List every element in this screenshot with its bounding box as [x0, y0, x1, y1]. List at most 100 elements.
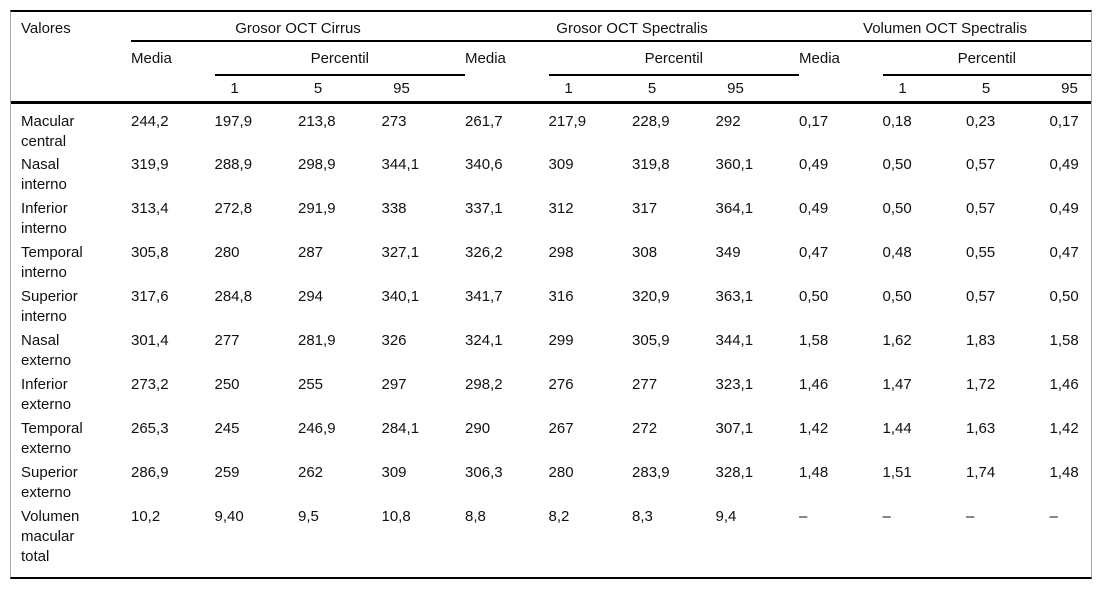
spacer-cell [465, 75, 549, 104]
value-cell: 1,74 [966, 464, 996, 481]
value-cell: 319,8 [632, 156, 670, 173]
value-cell: 319,9 [131, 156, 169, 173]
media-label: Media [465, 50, 506, 67]
value-cell: – [1049, 508, 1058, 525]
group-header-volumen-spectralis: Volumen OCT Spectralis [799, 12, 1091, 42]
value-cell: 320,9 [632, 288, 670, 305]
value-cell: 340,6 [465, 156, 503, 173]
value-cell: 284,1 [381, 420, 420, 437]
percentile-95-header: 95 [381, 75, 466, 104]
value-cell: 283,9 [632, 464, 670, 481]
value-cell: 326 [381, 332, 407, 349]
value-cell: 0,50 [882, 288, 912, 305]
value-cell: 1,47 [882, 376, 912, 393]
value-cell: 228,9 [632, 113, 670, 130]
value-cell: 250 [214, 376, 240, 393]
value-cell: – [966, 508, 975, 525]
value-cell: 291,9 [298, 200, 336, 217]
value-cell: 309 [381, 464, 407, 481]
value-cell: 313,4 [131, 200, 169, 217]
percentil-header-volumen: Percentil [882, 41, 1091, 76]
percentile-95-header: 95 [1049, 75, 1091, 104]
percentile-label: 95 [1061, 80, 1078, 97]
value-cell: 0,49 [1049, 156, 1079, 173]
value-cell: 337,1 [465, 200, 503, 217]
value-cell: 328,1 [715, 464, 754, 481]
value-cell: 272,8 [214, 200, 253, 217]
value-cell: 364,1 [715, 200, 754, 217]
group-header-grosor-spectralis: Grosor OCT Spectralis [465, 12, 800, 42]
percentile-5-header: 5 [298, 75, 382, 104]
value-cell: 327,1 [381, 244, 420, 261]
percentil-header-spectralis: Percentil [548, 41, 800, 76]
percentile-columns-row: 1 5 95 1 5 95 1 5 95 [11, 75, 1091, 104]
percentile-label: 5 [981, 80, 991, 97]
row-label: Nasal externo [21, 332, 72, 369]
row-label: Inferior externo [21, 376, 72, 413]
value-cell: 8,3 [632, 508, 653, 525]
value-cell: 349 [715, 244, 741, 261]
value-cell: 0,23 [966, 113, 996, 130]
value-cell: 340,1 [381, 288, 420, 305]
value-cell: 8,2 [548, 508, 570, 525]
value-cell: 0,18 [882, 113, 912, 130]
value-cell: 273 [381, 113, 407, 130]
value-cell: 305,9 [632, 332, 670, 349]
value-cell: 0,49 [1049, 200, 1079, 217]
value-cell: 0,50 [1049, 288, 1079, 305]
value-cell: 10,2 [131, 508, 161, 525]
value-cell: 0,47 [1049, 244, 1079, 261]
value-cell: 9,5 [298, 508, 319, 525]
value-cell: 0,55 [966, 244, 996, 261]
value-cell: 341,7 [465, 288, 503, 305]
value-cell: 1,72 [966, 376, 996, 393]
value-cell: 245 [214, 420, 240, 437]
row-label: Temporal externo [21, 420, 83, 457]
oct-values-table: Valores Grosor OCT Cirrus Grosor OCT Spe… [11, 12, 1091, 570]
value-cell: 8,8 [465, 508, 486, 525]
value-cell: 276 [548, 376, 574, 393]
value-cell: 265,3 [131, 420, 169, 437]
table-row: Nasal interno 319,9 288,9 298,9 344,1 340,6 30… [11, 152, 1091, 196]
percentile-95-header: 95 [715, 75, 800, 104]
percentile-label: 5 [313, 80, 323, 97]
value-cell: 307,1 [715, 420, 754, 437]
media-label: Media [131, 50, 172, 67]
value-cell: 323,1 [715, 376, 754, 393]
table-row: Inferior interno 313,4 272,8 291,9 338 337,1 3… [11, 196, 1091, 240]
table-header: Valores Grosor OCT Cirrus Grosor OCT Spe… [11, 12, 1091, 104]
spacer-cell [131, 75, 215, 104]
row-label: Macular central [21, 113, 75, 150]
media-label: Media [799, 50, 840, 67]
value-cell: 255 [298, 376, 324, 393]
value-cell: 9,40 [214, 508, 244, 525]
group-header-grosor-cirrus: Grosor OCT Cirrus [131, 12, 466, 42]
table-row: Inferior externo 273,2 250 255 297 298,2 276 27… [11, 372, 1091, 416]
value-cell: 363,1 [715, 288, 754, 305]
value-cell: 1,58 [799, 332, 829, 349]
value-cell: 309 [548, 156, 574, 173]
value-cell: 272 [632, 420, 658, 437]
value-cell: 213,8 [298, 113, 336, 130]
percentile-label: 1 [564, 80, 573, 97]
value-cell: 344,1 [381, 156, 420, 173]
value-cell: 1,48 [799, 464, 829, 481]
value-cell: 0,50 [882, 200, 912, 217]
value-cell: 0,17 [1049, 113, 1079, 130]
value-cell: 306,3 [465, 464, 503, 481]
table-row: Temporal interno 305,8 280 287 327,1 326,2 298… [11, 240, 1091, 284]
spacer-cell [799, 75, 883, 104]
value-cell: 0,57 [966, 200, 996, 217]
value-cell: 298,2 [465, 376, 503, 393]
value-cell: 344,1 [715, 332, 754, 349]
percentile-5-header: 5 [966, 75, 1050, 104]
value-cell: 317 [632, 200, 658, 217]
table-row: Superior externo 286,9 259 262 309 306,3 280 28… [11, 460, 1091, 504]
value-cell: 0,50 [799, 288, 829, 305]
corner-header-valores: Valores [11, 12, 131, 104]
row-label: Superior externo [21, 464, 78, 501]
percentile-label: 95 [393, 80, 410, 97]
value-cell: 277 [214, 332, 240, 349]
media-header-volumen: Media [799, 41, 883, 75]
